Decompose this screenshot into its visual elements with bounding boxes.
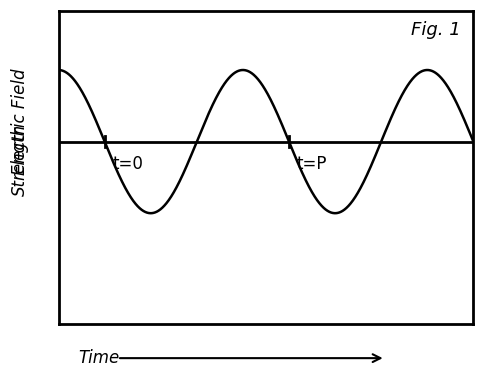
Text: Time: Time bbox=[78, 349, 120, 367]
Text: Fig. 1: Fig. 1 bbox=[411, 21, 461, 39]
Text: t=0: t=0 bbox=[112, 155, 143, 173]
Text: Electric Field: Electric Field bbox=[11, 69, 28, 175]
Text: t=P: t=P bbox=[296, 155, 327, 173]
Text: Strength: Strength bbox=[11, 124, 28, 196]
